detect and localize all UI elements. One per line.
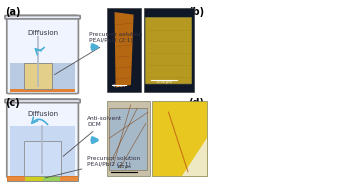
Bar <box>10 63 75 92</box>
Text: (c): (c) <box>5 98 20 108</box>
Text: (a): (a) <box>5 7 21 17</box>
Polygon shape <box>182 138 207 176</box>
Text: Diffusion: Diffusion <box>27 30 58 36</box>
Polygon shape <box>114 12 134 88</box>
Bar <box>107 101 150 176</box>
FancyBboxPatch shape <box>7 99 78 177</box>
Bar <box>10 126 75 176</box>
Bar <box>107 8 141 92</box>
Bar <box>23 141 61 176</box>
Text: (d): (d) <box>188 98 204 108</box>
Bar <box>23 63 52 89</box>
Text: 100 μm: 100 μm <box>117 165 131 169</box>
Text: Precursor solution
PEAI/PbI2 (2:1): Precursor solution PEAI/PbI2 (2:1) <box>45 156 140 178</box>
Text: 1000 μm: 1000 μm <box>156 80 172 84</box>
Bar <box>144 8 194 92</box>
FancyBboxPatch shape <box>145 17 192 84</box>
Text: Precursor solution
PEAI/PbI2 (2:1): Precursor solution PEAI/PbI2 (2:1) <box>55 32 142 75</box>
Text: Anti-solvent
DCM: Anti-solvent DCM <box>63 116 122 156</box>
Text: (b): (b) <box>188 7 204 17</box>
Text: 1 mm: 1 mm <box>113 84 125 88</box>
Bar <box>10 89 75 92</box>
Text: Diffusion: Diffusion <box>27 111 58 117</box>
Bar <box>43 177 61 180</box>
FancyBboxPatch shape <box>5 99 80 103</box>
Bar <box>37 36 39 87</box>
FancyBboxPatch shape <box>7 15 78 94</box>
Bar <box>41 125 43 174</box>
FancyBboxPatch shape <box>7 177 78 180</box>
Text: Anti-solvent
DCM: Anti-solvent DCM <box>0 188 1 189</box>
Bar <box>7 177 25 180</box>
Bar <box>152 101 207 176</box>
Bar <box>109 108 147 170</box>
Bar <box>25 177 43 180</box>
FancyBboxPatch shape <box>5 15 80 19</box>
Bar <box>61 177 78 180</box>
